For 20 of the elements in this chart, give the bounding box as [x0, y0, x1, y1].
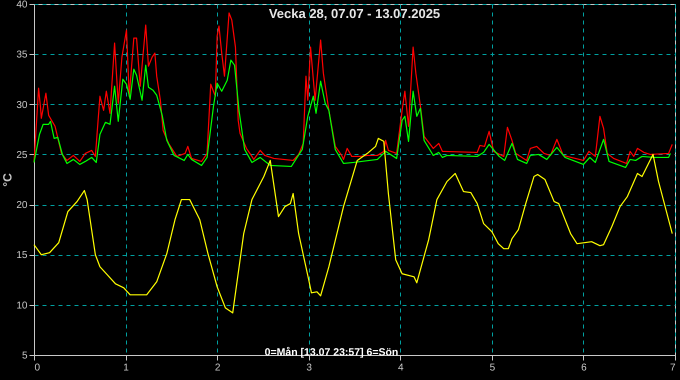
y-tick-label: 25: [16, 150, 28, 161]
x-tick-label: 0: [34, 362, 40, 374]
chart-title: Vecka 28, 07.07 - 13.07.2025: [268, 6, 440, 21]
x-tick-label: 7: [670, 362, 676, 374]
y-tick-label: 40: [16, 0, 28, 10]
x-tick-label: 4: [398, 362, 404, 374]
x-tick-label: 3: [306, 362, 312, 374]
x-tick-label: 1: [123, 362, 130, 374]
y-tick-label: 10: [16, 300, 28, 312]
x-tick-label: 2: [214, 362, 221, 374]
y-axis-title: °C: [0, 172, 14, 187]
line-series: [33, 138, 673, 314]
x-tick-label: 5: [490, 362, 496, 374]
y-tick-label: 15: [16, 250, 28, 262]
x-tick-label: 6: [581, 362, 588, 374]
y-tick-label: 5: [22, 350, 28, 362]
y-tick-label: 20: [16, 200, 28, 212]
y-tick-label: 30: [16, 100, 28, 111]
line-series: [33, 60, 672, 168]
y-tick-label: 35: [16, 50, 28, 61]
